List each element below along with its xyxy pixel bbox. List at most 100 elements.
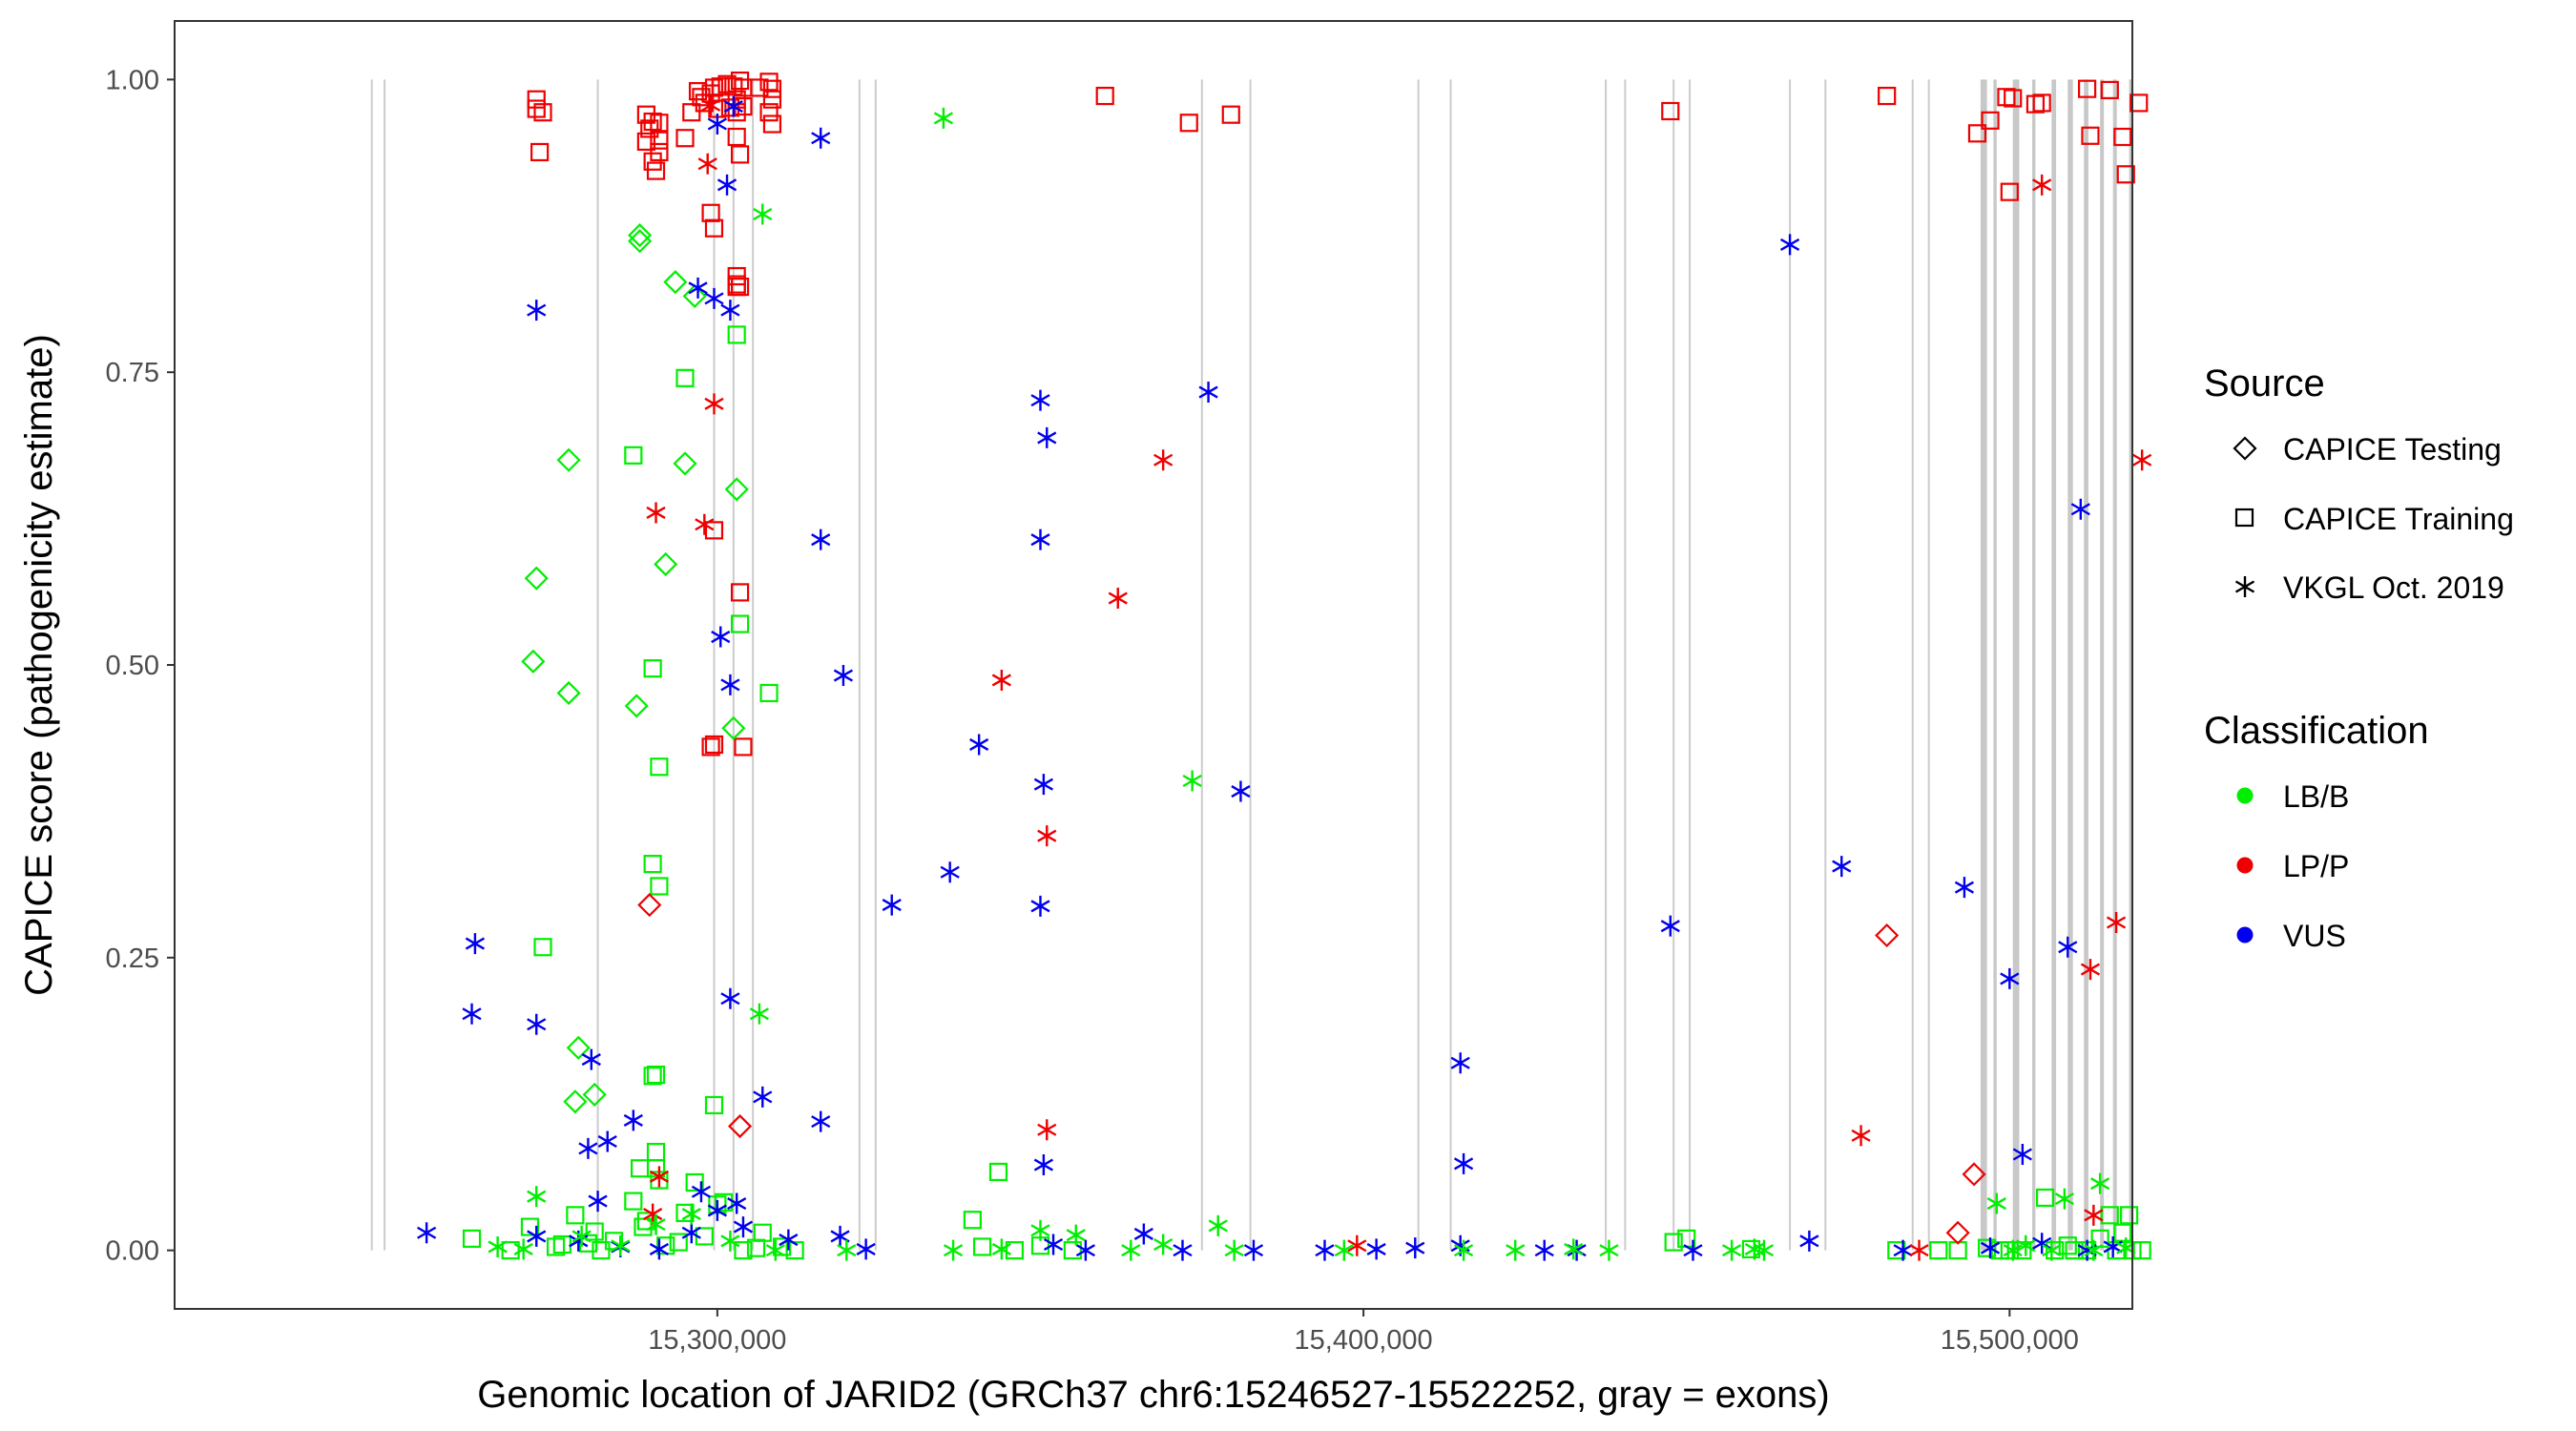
testing-point	[1875, 923, 1900, 948]
vkgl-point	[1066, 1224, 1086, 1246]
vkgl-point	[1182, 770, 1202, 792]
vkgl-point	[2080, 959, 2101, 981]
vkgl-point	[991, 1238, 1011, 1260]
training-point	[643, 112, 662, 132]
training-point	[685, 1172, 704, 1192]
vkgl-point	[611, 1234, 631, 1256]
training-point	[527, 99, 546, 118]
training-point	[730, 71, 750, 91]
training-point	[1978, 1238, 1997, 1257]
exon-layer	[370, 79, 2132, 1251]
y-tick-label: 0.25	[106, 944, 159, 974]
vkgl-point	[704, 393, 724, 415]
plot-panel-background	[175, 21, 2132, 1309]
training-point	[650, 114, 669, 133]
vkgl-point	[465, 933, 486, 955]
training-point	[1967, 124, 1987, 143]
vkgl-point	[417, 1222, 437, 1244]
vkgl-point	[779, 1229, 799, 1251]
vkgl-point	[488, 1235, 508, 1257]
vkgl-point	[882, 894, 902, 916]
vkgl-point	[2003, 1239, 2023, 1261]
vkgl-point	[1366, 1238, 1386, 1260]
training-point	[2081, 126, 2100, 145]
training-point	[650, 757, 669, 777]
training-point	[762, 114, 782, 134]
vkgl-point	[2058, 936, 2078, 958]
training-point	[2046, 1241, 2065, 1260]
training-point	[701, 737, 720, 757]
training-point	[592, 1241, 611, 1260]
vkgl-point	[1030, 895, 1050, 917]
training-point	[624, 1192, 643, 1211]
y-tick-label: 0.50	[106, 651, 159, 681]
vkgl-point	[1986, 1192, 2006, 1214]
vkgl-point	[1033, 1154, 1053, 1176]
points-layer	[417, 71, 2152, 1261]
training-point	[2000, 182, 2019, 201]
exon-band	[2012, 79, 2020, 1251]
vkgl-point	[691, 1181, 712, 1203]
training-point	[715, 1192, 734, 1212]
vkgl-point	[1231, 780, 1251, 802]
green-dot-icon	[2236, 787, 2254, 804]
testing-point	[724, 477, 749, 502]
training-point	[972, 1237, 992, 1256]
vkgl-point	[1224, 1239, 1244, 1261]
training-point	[988, 1162, 1008, 1182]
vkgl-point	[643, 1203, 663, 1225]
training-point	[1221, 105, 1240, 124]
testing-point	[556, 680, 581, 706]
training-point	[1997, 88, 2016, 107]
vkgl-point	[833, 665, 854, 687]
vkgl-point	[943, 1239, 964, 1261]
training-point	[734, 737, 753, 757]
training-point	[650, 142, 669, 162]
vkgl-point	[527, 1186, 547, 1208]
vkgl-point	[1779, 234, 1800, 256]
vkgl-point	[1599, 1239, 1619, 1261]
y-tick-label: 0.75	[106, 358, 159, 388]
vkgl-point	[646, 1213, 666, 1235]
vkgl-point	[1108, 588, 1128, 610]
training-point	[2065, 1241, 2084, 1260]
vkgl-point	[720, 300, 740, 321]
testing-point	[1962, 1162, 1986, 1187]
training-point	[643, 152, 662, 171]
testing-point	[673, 451, 697, 476]
x-axis-title: Genomic location of JARID2 (GRCh37 chr6:…	[477, 1374, 1829, 1416]
vkgl-point	[830, 1225, 850, 1247]
vkgl-point	[1315, 1239, 1335, 1261]
vkgl-point	[1832, 856, 1852, 878]
vkgl-point	[1043, 1234, 1064, 1255]
training-point	[727, 275, 746, 294]
vkgl-point	[695, 513, 715, 535]
x-tick-label: 15,300,000	[648, 1325, 786, 1356]
vkgl-point	[1334, 1239, 1354, 1261]
exon-band	[2100, 79, 2105, 1251]
training-point	[730, 614, 750, 633]
legend-key-vus: VUS	[2236, 919, 2346, 953]
training-point	[646, 161, 666, 180]
legend-label-capice-testing: CAPICE Testing	[2283, 432, 2502, 467]
exon-band	[2067, 79, 2073, 1251]
training-point	[2129, 93, 2149, 113]
vkgl-point	[623, 1110, 643, 1131]
testing-point	[524, 566, 549, 591]
vkgl-point	[646, 502, 666, 524]
training-point	[1179, 114, 1198, 133]
y-axis: 0.00 0.25 0.50 0.75 1.00	[106, 65, 175, 1267]
training-point	[675, 368, 695, 387]
vkgl-point	[1660, 915, 1680, 937]
training-point	[1878, 86, 1897, 106]
vkgl-point	[749, 1003, 769, 1025]
training-point	[566, 1206, 585, 1225]
vkgl-point	[2016, 1234, 2036, 1256]
vkgl-point	[1754, 1239, 1775, 1261]
y-tick-label: 1.00	[106, 65, 159, 95]
vkgl-point	[527, 1013, 547, 1035]
vkgl-point	[2032, 1233, 2052, 1255]
training-point	[643, 659, 662, 678]
vkgl-point	[811, 127, 831, 149]
training-point	[1095, 86, 1114, 106]
